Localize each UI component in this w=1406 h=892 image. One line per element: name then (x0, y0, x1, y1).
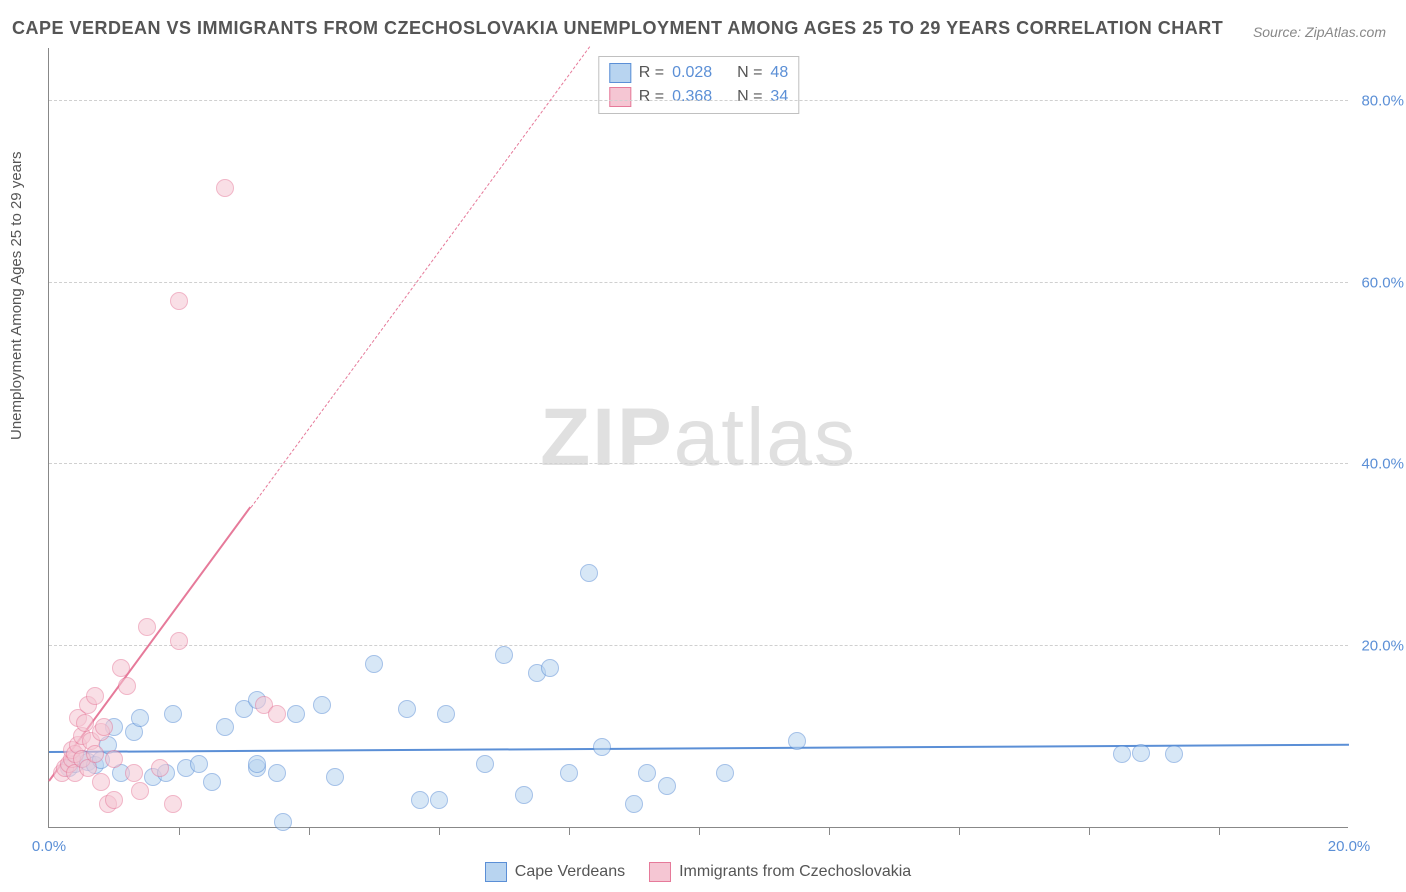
data-point (287, 705, 305, 723)
n-value-a: 48 (770, 64, 788, 82)
x-tick (699, 827, 700, 835)
plot-region: ZIPatlas R = 0.028 N = 48 R = 0.368 N = … (48, 48, 1348, 828)
data-point (164, 795, 182, 813)
gridline (49, 100, 1348, 101)
chart-title: CAPE VERDEAN VS IMMIGRANTS FROM CZECHOSL… (12, 18, 1223, 39)
data-point (274, 813, 292, 831)
data-point (437, 705, 455, 723)
data-point (658, 777, 676, 795)
r-label: R = (639, 64, 664, 82)
data-point (788, 732, 806, 750)
data-point (268, 705, 286, 723)
swatch-series-b (649, 862, 671, 882)
data-point (716, 764, 734, 782)
watermark-thin: atlas (674, 392, 857, 483)
x-tick-label: 20.0% (1328, 838, 1371, 855)
series-legend: Cape Verdeans Immigrants from Czechoslov… (48, 862, 1348, 882)
data-point (268, 764, 286, 782)
data-point (365, 655, 383, 673)
y-tick-label: 60.0% (1361, 274, 1404, 291)
data-point (95, 718, 113, 736)
data-point (476, 755, 494, 773)
data-point (495, 646, 513, 664)
legend-label-b: Immigrants from Czechoslovakia (679, 863, 911, 881)
x-tick (569, 827, 570, 835)
data-point (131, 709, 149, 727)
data-point (203, 773, 221, 791)
correlation-legend: R = 0.028 N = 48 R = 0.368 N = 34 (598, 56, 799, 114)
y-tick-label: 40.0% (1361, 456, 1404, 473)
x-tick-label: 0.0% (32, 838, 66, 855)
r-value-b: 0.368 (672, 88, 712, 106)
data-point (1113, 745, 1131, 763)
swatch-series-a (609, 63, 631, 83)
legend-label-a: Cape Verdeans (515, 863, 625, 881)
x-tick (309, 827, 310, 835)
data-point (105, 750, 123, 768)
gridline (49, 463, 1348, 464)
data-point (125, 764, 143, 782)
data-point (216, 718, 234, 736)
y-tick-label: 80.0% (1361, 93, 1404, 110)
data-point (560, 764, 578, 782)
data-point (430, 791, 448, 809)
y-axis-label: Unemployment Among Ages 25 to 29 years (8, 151, 25, 440)
data-point (76, 714, 94, 732)
watermark-bold: ZIP (540, 392, 674, 483)
data-point (112, 659, 130, 677)
data-point (638, 764, 656, 782)
data-point (164, 705, 182, 723)
swatch-series-a (485, 862, 507, 882)
n-label: N = (737, 64, 762, 82)
data-point (248, 755, 266, 773)
data-point (411, 791, 429, 809)
data-point (216, 179, 234, 197)
data-point (625, 795, 643, 813)
y-tick-label: 20.0% (1361, 637, 1404, 654)
data-point (190, 755, 208, 773)
n-value-b: 34 (770, 88, 788, 106)
trendline (49, 743, 1349, 752)
r-label: R = (639, 88, 664, 106)
data-point (326, 768, 344, 786)
data-point (515, 786, 533, 804)
data-point (118, 677, 136, 695)
x-tick (439, 827, 440, 835)
x-tick (829, 827, 830, 835)
data-point (131, 782, 149, 800)
data-point (92, 773, 110, 791)
gridline (49, 645, 1348, 646)
x-tick (1089, 827, 1090, 835)
legend-item-b: Immigrants from Czechoslovakia (649, 862, 911, 882)
data-point (580, 564, 598, 582)
data-point (105, 791, 123, 809)
data-point (593, 738, 611, 756)
data-point (1165, 745, 1183, 763)
data-point (398, 700, 416, 718)
corr-row-b: R = 0.368 N = 34 (609, 85, 788, 109)
data-point (170, 292, 188, 310)
data-point (138, 618, 156, 636)
swatch-series-b (609, 87, 631, 107)
chart-area: ZIPatlas R = 0.028 N = 48 R = 0.368 N = … (48, 48, 1348, 828)
x-tick (1219, 827, 1220, 835)
source-label: Source: ZipAtlas.com (1253, 24, 1386, 40)
x-tick (959, 827, 960, 835)
data-point (1132, 744, 1150, 762)
data-point (86, 745, 104, 763)
data-point (86, 687, 104, 705)
data-point (313, 696, 331, 714)
data-point (170, 632, 188, 650)
x-tick (179, 827, 180, 835)
n-label: N = (737, 88, 762, 106)
r-value-a: 0.028 (672, 64, 712, 82)
legend-item-a: Cape Verdeans (485, 862, 625, 882)
gridline (49, 282, 1348, 283)
trendline (250, 46, 589, 507)
data-point (541, 659, 559, 677)
data-point (151, 759, 169, 777)
watermark: ZIPatlas (540, 391, 857, 485)
corr-row-a: R = 0.028 N = 48 (609, 61, 788, 85)
